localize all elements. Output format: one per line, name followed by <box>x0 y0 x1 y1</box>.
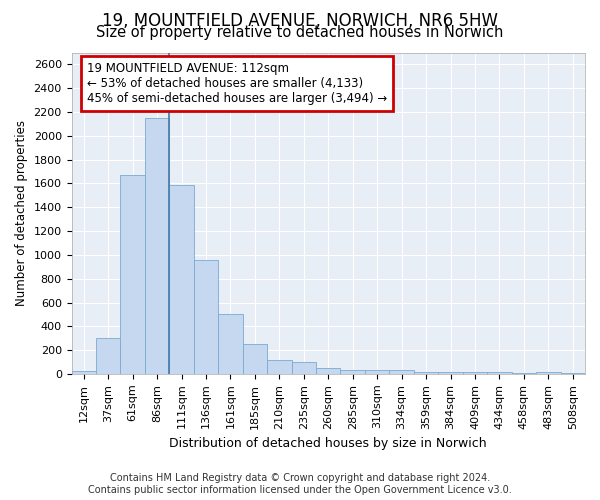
Bar <box>316 368 340 374</box>
Bar <box>438 372 463 374</box>
Bar <box>169 184 194 374</box>
Bar <box>487 372 512 374</box>
Bar <box>267 360 292 374</box>
Bar <box>145 118 169 374</box>
X-axis label: Distribution of detached houses by size in Norwich: Distribution of detached houses by size … <box>169 437 487 450</box>
Y-axis label: Number of detached properties: Number of detached properties <box>15 120 28 306</box>
Text: Size of property relative to detached houses in Norwich: Size of property relative to detached ho… <box>97 25 503 40</box>
Bar <box>463 372 487 374</box>
Text: 19, MOUNTFIELD AVENUE, NORWICH, NR6 5HW: 19, MOUNTFIELD AVENUE, NORWICH, NR6 5HW <box>102 12 498 30</box>
Text: Contains HM Land Registry data © Crown copyright and database right 2024.
Contai: Contains HM Land Registry data © Crown c… <box>88 474 512 495</box>
Bar <box>292 362 316 374</box>
Bar <box>414 372 438 374</box>
Bar <box>242 344 267 374</box>
Bar <box>389 370 414 374</box>
Bar <box>340 370 365 374</box>
Bar <box>121 175 145 374</box>
Bar <box>218 314 242 374</box>
Bar <box>365 370 389 374</box>
Bar <box>71 371 96 374</box>
Bar <box>96 338 121 374</box>
Bar <box>194 260 218 374</box>
Bar <box>536 372 560 374</box>
Text: 19 MOUNTFIELD AVENUE: 112sqm
← 53% of detached houses are smaller (4,133)
45% of: 19 MOUNTFIELD AVENUE: 112sqm ← 53% of de… <box>87 62 387 105</box>
